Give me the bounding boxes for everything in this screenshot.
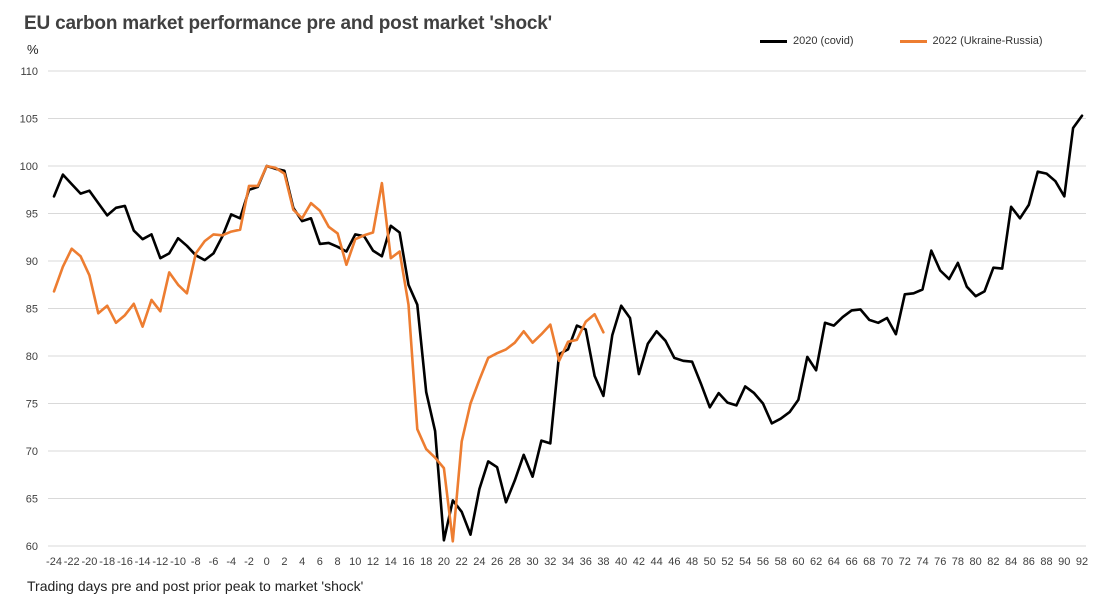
x-tick-label: 24 [473,556,485,568]
x-tick-label: -24 [46,556,62,568]
x-tick-label: -18 [99,556,115,568]
y-tick-label: 70 [26,446,38,458]
x-tick-label: 64 [828,556,840,568]
x-tick-label: 46 [668,556,680,568]
x-tick-label: 60 [792,556,804,568]
y-tick-label: 60 [26,541,38,553]
x-tick-label: -14 [135,556,151,568]
legend-item-series-0: 2020 (covid) [760,35,854,47]
x-tick-label: 74 [916,556,928,568]
y-tick-label: 105 [20,114,38,126]
x-tick-label: 4 [299,556,305,568]
series-lines [52,114,1084,543]
x-tick-label: 42 [633,556,645,568]
x-tick-label: 92 [1076,556,1088,568]
x-tick-label: 86 [1023,556,1035,568]
x-tick-label: -12 [152,556,168,568]
x-tick-label: 90 [1058,556,1070,568]
x-tick-label: 54 [739,556,751,568]
x-tick-label: 22 [456,556,468,568]
x-tick-label: 26 [491,556,503,568]
x-tick-label: 6 [317,556,323,568]
y-tick-label: 100 [20,161,38,173]
x-tick-label: -22 [64,556,80,568]
y-tick-label: 90 [26,256,38,268]
x-tick-label: 28 [509,556,521,568]
series-line-0 [52,114,1084,542]
x-tick-label: 10 [349,556,361,568]
y-tick-label: 65 [26,494,38,506]
y-tick-label: 75 [26,399,38,411]
x-tick-label: 44 [650,556,662,568]
x-tick-label: 52 [721,556,733,568]
x-tick-label: 50 [704,556,716,568]
x-tick-label: 84 [1005,556,1017,568]
x-tick-label: -4 [226,556,236,568]
x-tick-label: 72 [899,556,911,568]
x-tick-label: 38 [597,556,609,568]
y-tick-label: 80 [26,351,38,363]
x-tick-label: 14 [385,556,397,568]
y-tick-label: 95 [26,209,38,221]
x-tick-label: 48 [686,556,698,568]
x-tick-label: -6 [209,556,219,568]
legend-item-series-1: 2022 (Ukraine-Russia) [899,35,1043,47]
legend-label-series-1: 2022 (Ukraine-Russia) [932,35,1043,47]
y-axis-label: % [27,42,39,57]
x-tick-label: 78 [952,556,964,568]
legend: 2020 (covid) 2022 (Ukraine-Russia) [760,35,1043,47]
chart-title: EU carbon market performance pre and pos… [24,13,552,34]
x-tick-label: 58 [775,556,787,568]
x-tick-label: -8 [191,556,201,568]
x-tick-label: 70 [881,556,893,568]
x-tick-label: -16 [117,556,133,568]
y-axis-ticks: 60 65 70 75 80 85 90 95 100 105 110 [20,66,38,553]
x-tick-label: 2 [281,556,287,568]
gridlines [48,70,1086,547]
x-tick-label: 18 [420,556,432,568]
x-tick-label: 16 [402,556,414,568]
y-tick-label: 85 [26,304,38,316]
x-tick-label: 34 [562,556,574,568]
x-tick-label: 32 [544,556,556,568]
x-tick-label: 68 [863,556,875,568]
x-axis-ticks: -24 -22 -20 -18 -16 -14 -12 -10 -8 -6 -4 -2 0 2 4 6 8 10 1… [46,556,1088,568]
x-tick-label: 88 [1040,556,1052,568]
series-line-1 [52,164,605,543]
x-tick-label: 30 [526,556,538,568]
x-tick-label: 0 [264,556,270,568]
legend-label-series-0: 2020 (covid) [793,35,854,47]
x-tick-label: 8 [335,556,341,568]
x-tick-label: 62 [810,556,822,568]
x-tick-label: 36 [580,556,592,568]
y-tick-label: 110 [20,66,38,78]
x-tick-label: 82 [987,556,999,568]
legend-swatch-series-1 [899,39,927,43]
x-tick-label: 80 [970,556,982,568]
x-tick-label: 76 [934,556,946,568]
x-tick-label: 56 [757,556,769,568]
x-tick-label: -20 [81,556,97,568]
legend-swatch-series-0 [760,39,787,43]
x-tick-label: -10 [170,556,186,568]
x-tick-label: 20 [438,556,450,568]
x-tick-label: 66 [845,556,857,568]
x-tick-label: 12 [367,556,379,568]
x-axis-label: Trading days pre and post prior peak to … [27,578,364,594]
x-tick-label: 40 [615,556,627,568]
x-tick-label: -2 [244,556,254,568]
